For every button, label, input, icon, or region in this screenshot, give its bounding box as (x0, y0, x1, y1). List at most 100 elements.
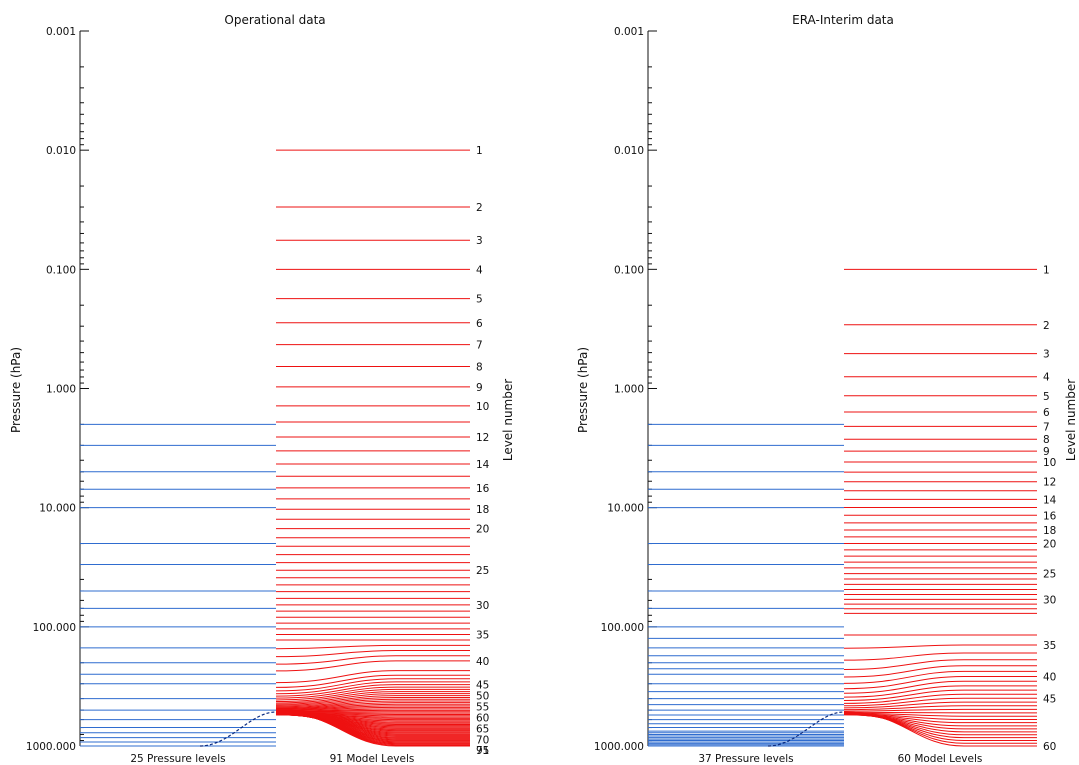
model-level-line (843, 711, 1037, 747)
model-level-line (843, 693, 1037, 704)
level-number-label: 3 (1043, 349, 1050, 361)
level-number-label: 9 (1043, 446, 1050, 458)
era-interim-panel: ERA-Interim data Pressure (hPa) Level nu… (576, 13, 1078, 765)
level-number-label: 14 (476, 459, 490, 471)
level-number-label: 8 (476, 362, 483, 374)
model-level-line (843, 712, 1037, 742)
model-level-line (275, 678, 470, 692)
model-level-line (843, 680, 1037, 694)
y-tick-label: 1000.000 (26, 741, 76, 753)
level-number-label: 40 (476, 656, 489, 668)
level-number-label: 65 (476, 724, 489, 736)
level-number-label: 60 (476, 713, 489, 725)
level-number-label: 35 (1043, 640, 1056, 652)
model-level-line (843, 708, 1037, 712)
level-number-label: 18 (1043, 525, 1056, 537)
level-number-label: 12 (1043, 477, 1056, 489)
level-number-label: 7 (1043, 421, 1050, 433)
pressure-levels-caption: 37 Pressure levels (698, 753, 793, 765)
y-tick-label: 0.001 (46, 26, 76, 38)
y-tick-label: 100.000 (601, 622, 644, 634)
level-number-label: 91 (476, 745, 489, 757)
level-number-label: 2 (476, 202, 483, 214)
level-number-label: 6 (1043, 407, 1050, 419)
model-level-line (275, 693, 470, 704)
model-level-line (843, 685, 1037, 698)
y-tick-label: 1.000 (614, 384, 644, 396)
model-level-line (843, 670, 1037, 684)
level-number-label: 14 (1043, 494, 1057, 506)
model-level-line (843, 701, 1037, 709)
level-number-label: 35 (476, 630, 489, 642)
level-number-label: 5 (1043, 391, 1050, 403)
model-level-line (275, 711, 470, 747)
model-level-line (275, 655, 470, 665)
surface-pressure-curve (199, 711, 277, 747)
level-number-label: 50 (476, 691, 489, 703)
model-level-line (275, 674, 470, 688)
model-level-line (275, 698, 470, 707)
y-tick-label: 10.000 (607, 503, 644, 515)
level-number-label: 45 (1043, 693, 1056, 705)
level-number-label: 9 (476, 382, 483, 394)
y-tick-label: 0.010 (614, 145, 644, 157)
level-number-label: 30 (1043, 594, 1056, 606)
level-number-label: 3 (476, 235, 483, 247)
model-level-line (275, 644, 470, 650)
level-number-label: 25 (476, 565, 489, 577)
y-tick-label: 0.100 (46, 264, 76, 276)
level-number-label: 20 (1043, 539, 1056, 551)
model-level-line (275, 681, 470, 695)
y-tick-label: 0.001 (614, 26, 644, 38)
level-number-label: 1 (1043, 264, 1050, 276)
level-number-label: 18 (476, 504, 489, 516)
model-level-line (275, 705, 470, 711)
model-level-line (843, 659, 1037, 670)
level-number-label: 4 (476, 264, 483, 276)
model-level-line (275, 695, 470, 705)
level-number-axis-label: Level number (1064, 379, 1078, 461)
model-level-line (275, 684, 470, 697)
model-level-line (275, 660, 470, 672)
model-level-line (275, 703, 470, 710)
model-level-line (843, 689, 1037, 701)
model-level-line (275, 706, 470, 711)
level-number-label: 75 (476, 745, 489, 757)
level-number-label: 16 (1043, 510, 1057, 522)
model-level-line (843, 644, 1037, 649)
level-number-label: 45 (476, 680, 489, 692)
level-number-label: 12 (476, 432, 489, 444)
y-tick-label: 0.100 (614, 264, 644, 276)
y-tick-label: 0.010 (46, 145, 76, 157)
model-level-line (275, 709, 470, 712)
level-number-label: 10 (1043, 457, 1056, 469)
panel-title: Operational data (224, 13, 325, 27)
model-level-line (843, 697, 1037, 707)
level-number-label: 30 (476, 600, 489, 612)
level-number-label: 70 (476, 735, 489, 747)
model-level-line (275, 650, 470, 658)
model-level-line (275, 696, 470, 706)
model-level-line (275, 700, 470, 708)
model-level-line (843, 712, 1037, 744)
level-number-label: 40 (1043, 671, 1056, 683)
model-level-line (275, 702, 470, 709)
level-number-label: 6 (476, 318, 483, 330)
y-tick-label: 100.000 (33, 622, 76, 634)
level-number-label: 55 (476, 702, 489, 714)
model-level-line (275, 686, 470, 699)
level-number-label: 8 (1043, 434, 1050, 446)
model-level-line (843, 652, 1037, 661)
level-number-label: 20 (476, 524, 489, 536)
model-level-line (275, 691, 470, 703)
level-number-label: 25 (1043, 569, 1056, 581)
level-number-label: 5 (476, 294, 483, 306)
y-tick-label: 1.000 (46, 384, 76, 396)
level-number-label: 60 (1043, 741, 1056, 753)
panel-title: ERA-Interim data (792, 13, 894, 27)
level-number-label: 1 (476, 145, 483, 157)
level-number-label: 4 (1043, 372, 1050, 384)
model-levels-caption: 60 Model Levels (898, 753, 983, 765)
y-tick-label: 10.000 (39, 503, 76, 515)
